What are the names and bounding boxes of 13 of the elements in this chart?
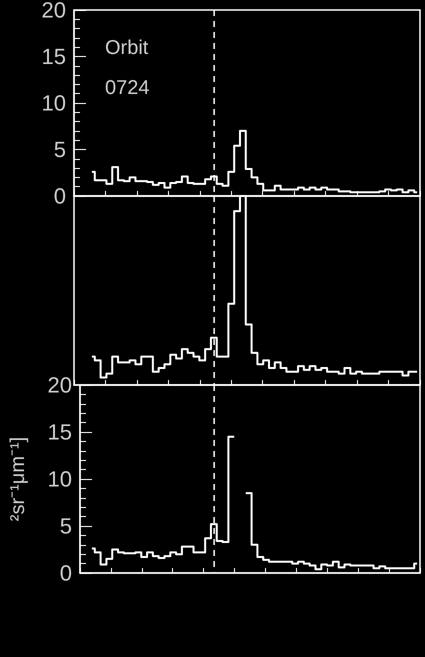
y-tick-label: 5 (60, 514, 72, 538)
y-tick-label: 15 (42, 44, 66, 69)
y-tick-label: 20 (48, 372, 72, 398)
y-tick-label: 0 (60, 560, 72, 586)
y-tick-label: 15 (48, 420, 72, 444)
y-tick-label: 0 (54, 184, 66, 208)
y-tick-label: 10 (42, 90, 66, 116)
annotation: 0724 (105, 77, 150, 99)
y-tick-label: 5 (54, 137, 66, 162)
y-tick-label: 10 (48, 466, 72, 492)
y-tick-label: 20 (42, 0, 66, 22)
annotation: Orbit (105, 37, 149, 59)
y-axis-title: ²sr⁻¹μm⁻¹] (7, 436, 29, 522)
